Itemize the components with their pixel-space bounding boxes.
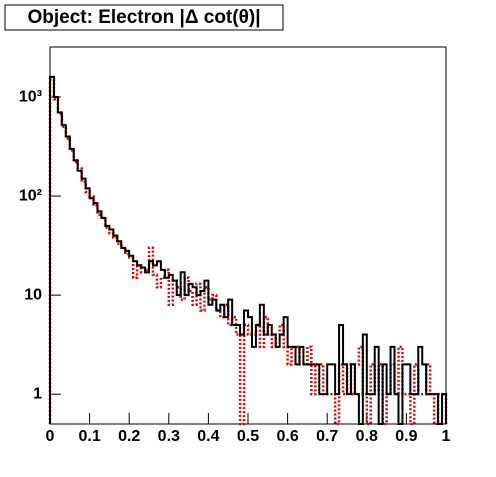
x-tick-label: 0.2 bbox=[118, 428, 140, 445]
x-tick-label: 0.6 bbox=[276, 428, 298, 445]
x-tick-label: 0 bbox=[46, 428, 55, 445]
x-tick-label: 0.3 bbox=[158, 428, 180, 445]
x-tick-label: 0.1 bbox=[78, 428, 100, 445]
histogram-line bbox=[49, 75, 447, 425]
chart-title: Object: Electron |Δ cot(θ)| bbox=[27, 7, 260, 28]
y-tick-label: 1 bbox=[33, 385, 42, 402]
x-tick-label: 0.8 bbox=[356, 428, 378, 445]
x-tick-label: 0.5 bbox=[237, 428, 259, 445]
y-tick-label: 10² bbox=[19, 187, 42, 204]
y-tick-label: 10³ bbox=[19, 88, 42, 105]
x-tick-label: 0.9 bbox=[395, 428, 417, 445]
y-tick-label: 10 bbox=[24, 286, 42, 303]
title-box bbox=[4, 4, 284, 31]
x-tick-label: 0.4 bbox=[197, 428, 219, 445]
x-tick-label: 1 bbox=[442, 428, 451, 445]
x-tick-label: 0.7 bbox=[316, 428, 338, 445]
